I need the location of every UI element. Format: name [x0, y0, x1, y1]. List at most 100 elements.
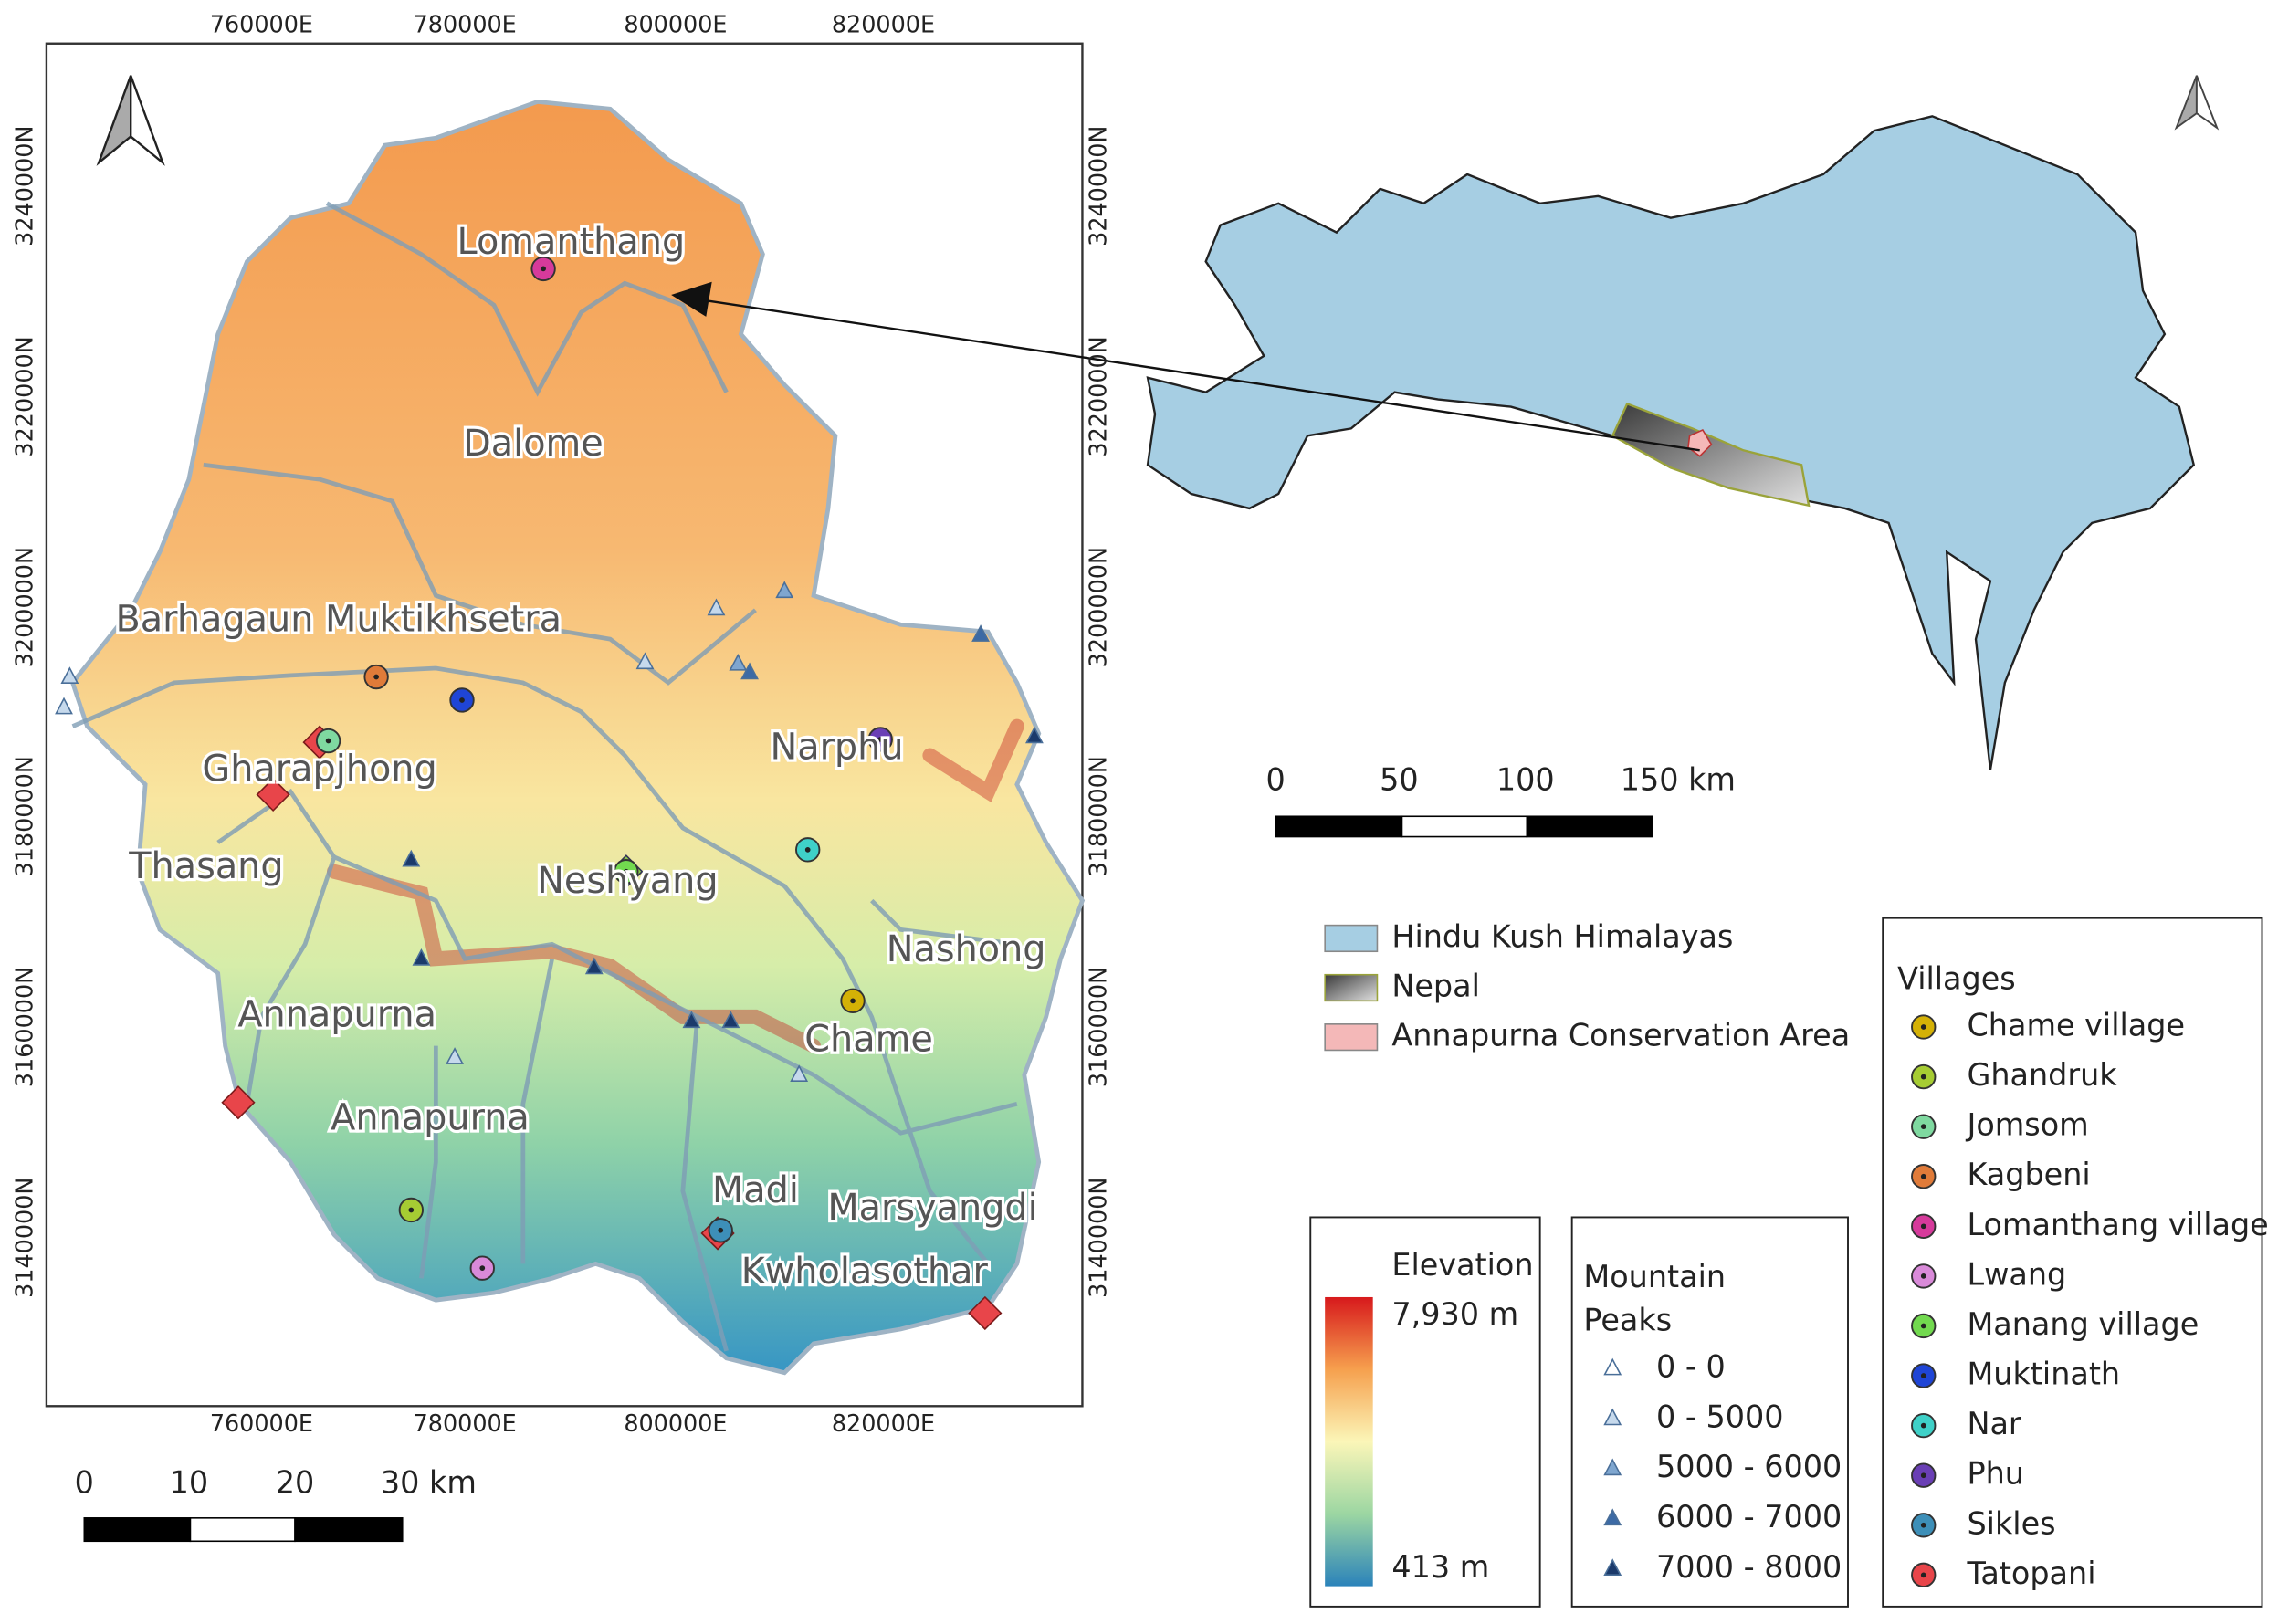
peaks-legend	[1570, 1216, 1849, 1608]
peak-swatch	[1603, 1408, 1622, 1426]
region-legend-label: Annapurna Conservation Area	[1391, 1018, 1850, 1053]
locator-arrow	[671, 281, 1700, 452]
elevation-title: Elevation	[1391, 1247, 1533, 1283]
village-marker-center	[877, 737, 884, 742]
peak-swatch	[1603, 1357, 1622, 1376]
peaks-title: Mountain Peaks	[1583, 1259, 1727, 1338]
village-marker-center	[718, 1227, 724, 1233]
peak-legend-label: 0 - 0	[1656, 1348, 1726, 1384]
place-label: Neshyang	[537, 860, 718, 902]
tatopani-marker	[256, 777, 290, 812]
inset-scale-label: 50	[1380, 762, 1419, 798]
village-marker-center	[479, 1265, 486, 1272]
place-label: Marsyangdi	[827, 1187, 1037, 1229]
inset-scale-bar	[1275, 815, 1653, 838]
mountain-peak	[584, 957, 604, 975]
village-swatch-center	[1920, 1323, 1926, 1329]
village-legend-label: Jomsom	[1965, 1107, 2088, 1143]
rivers	[71, 201, 1018, 1352]
mountain-peak	[775, 581, 794, 599]
x-coord-label: 800000E	[624, 1410, 727, 1438]
nepal	[1611, 402, 1811, 508]
peaks-title-box: Mountain Peaks	[1583, 1259, 1727, 1338]
y-coord-label: 3160000N	[1086, 967, 1113, 1087]
tatopani-marker	[221, 1085, 256, 1120]
village-marker-center	[408, 1207, 415, 1213]
mountain-peak	[740, 662, 759, 680]
x-coord-label: 760000E	[210, 12, 313, 39]
village-marker-center	[623, 868, 629, 875]
y-coord-label: 3160000N	[12, 967, 39, 1087]
region-swatch	[1324, 1023, 1379, 1052]
elevation-color-bar	[1325, 1296, 1373, 1587]
place-label: Thasang	[128, 845, 283, 887]
village-legend-label: Phu	[1967, 1456, 2024, 1492]
y-coord-label: 3200000N	[1086, 547, 1113, 667]
north-arrow	[96, 75, 165, 166]
scale-label: 10	[170, 1465, 209, 1501]
village-swatch-center	[1920, 1522, 1926, 1528]
tatopani-marker	[968, 1295, 1003, 1331]
mountain-peak	[682, 1011, 701, 1029]
region-swatch	[1324, 973, 1379, 1002]
village-swatch-center	[1920, 1273, 1926, 1279]
village-legend-label: Lwang	[1967, 1256, 2066, 1292]
village-marker-center	[325, 738, 331, 744]
place-label: Narphu	[770, 727, 903, 769]
village-legend-label: Chame village	[1967, 1007, 2185, 1043]
y-coord-label: 3140000N	[1086, 1178, 1113, 1298]
place-label: Madi	[712, 1169, 799, 1211]
place-label: Kwholasothar	[741, 1251, 989, 1293]
peak-legend-label: 6000 - 7000	[1656, 1499, 1842, 1535]
y-coord-label: 3200000N	[12, 547, 39, 667]
village-legend-label: Lomanthang village	[1967, 1207, 2268, 1242]
place-label: Chame	[804, 1018, 933, 1060]
inset-scale-label: 100	[1496, 762, 1555, 798]
y-coord-label: 3240000N	[1086, 126, 1113, 246]
inset-scale-label: 150 km	[1621, 762, 1736, 798]
village-swatch-center	[1920, 1373, 1926, 1378]
mountain-peak	[412, 948, 431, 966]
peak-legend-label: 0 - 5000	[1656, 1399, 1784, 1434]
place-label: Gharapjhong	[202, 748, 436, 790]
place-label: Annapurna	[331, 1096, 530, 1138]
village-swatch-center	[1920, 1173, 1926, 1179]
elevation-min: 413 m	[1391, 1549, 1489, 1585]
mountain-peak	[707, 598, 726, 616]
peak-swatch	[1603, 1458, 1622, 1476]
village-legend-label: Tatopani	[1966, 1556, 2095, 1591]
mountain-peak	[55, 697, 73, 715]
village-legend-label: Sikles	[1967, 1505, 2055, 1541]
x-coord-label: 780000E	[414, 12, 517, 39]
village-legend-label: Manang village	[1967, 1306, 2199, 1342]
place-label: Lomanthang	[457, 221, 685, 263]
peak-legend-label: 7000 - 8000	[1656, 1549, 1842, 1585]
village-swatch-center	[1920, 1223, 1926, 1230]
village-swatch-center	[1920, 1074, 1926, 1080]
x-coord-label: 760000E	[210, 1410, 313, 1438]
main-scale-bar	[83, 1517, 404, 1543]
mountain-peak	[729, 653, 748, 671]
village-swatch-center	[1920, 1024, 1926, 1030]
y-coord-label: 3180000N	[12, 756, 39, 876]
inset-scale-label: 0	[1265, 762, 1285, 798]
mountain-peak	[790, 1064, 809, 1082]
peak-swatch	[1603, 1558, 1622, 1576]
place-label: Barhagaun Muktikhsetra	[116, 599, 562, 641]
scale-label: 0	[75, 1465, 94, 1501]
y-coord-label: 3180000N	[1086, 756, 1113, 876]
place-label: Annapurna	[237, 993, 436, 1035]
x-coord-label: 820000E	[832, 12, 935, 39]
y-coord-label: 3240000N	[12, 126, 39, 246]
x-coord-label: 780000E	[414, 1410, 517, 1438]
village-legend-label: Nar	[1967, 1406, 2021, 1441]
mountain-peak	[971, 624, 990, 642]
village-legend-label: Kagbeni	[1967, 1157, 2090, 1192]
peak-legend-label: 5000 - 6000	[1656, 1449, 1842, 1484]
village-marker-center	[850, 998, 856, 1004]
place-label: Nashong	[887, 928, 1046, 970]
region-legend-label: Hindu Kush Himalayas	[1391, 918, 1733, 954]
y-coord-label: 3140000N	[12, 1178, 39, 1298]
